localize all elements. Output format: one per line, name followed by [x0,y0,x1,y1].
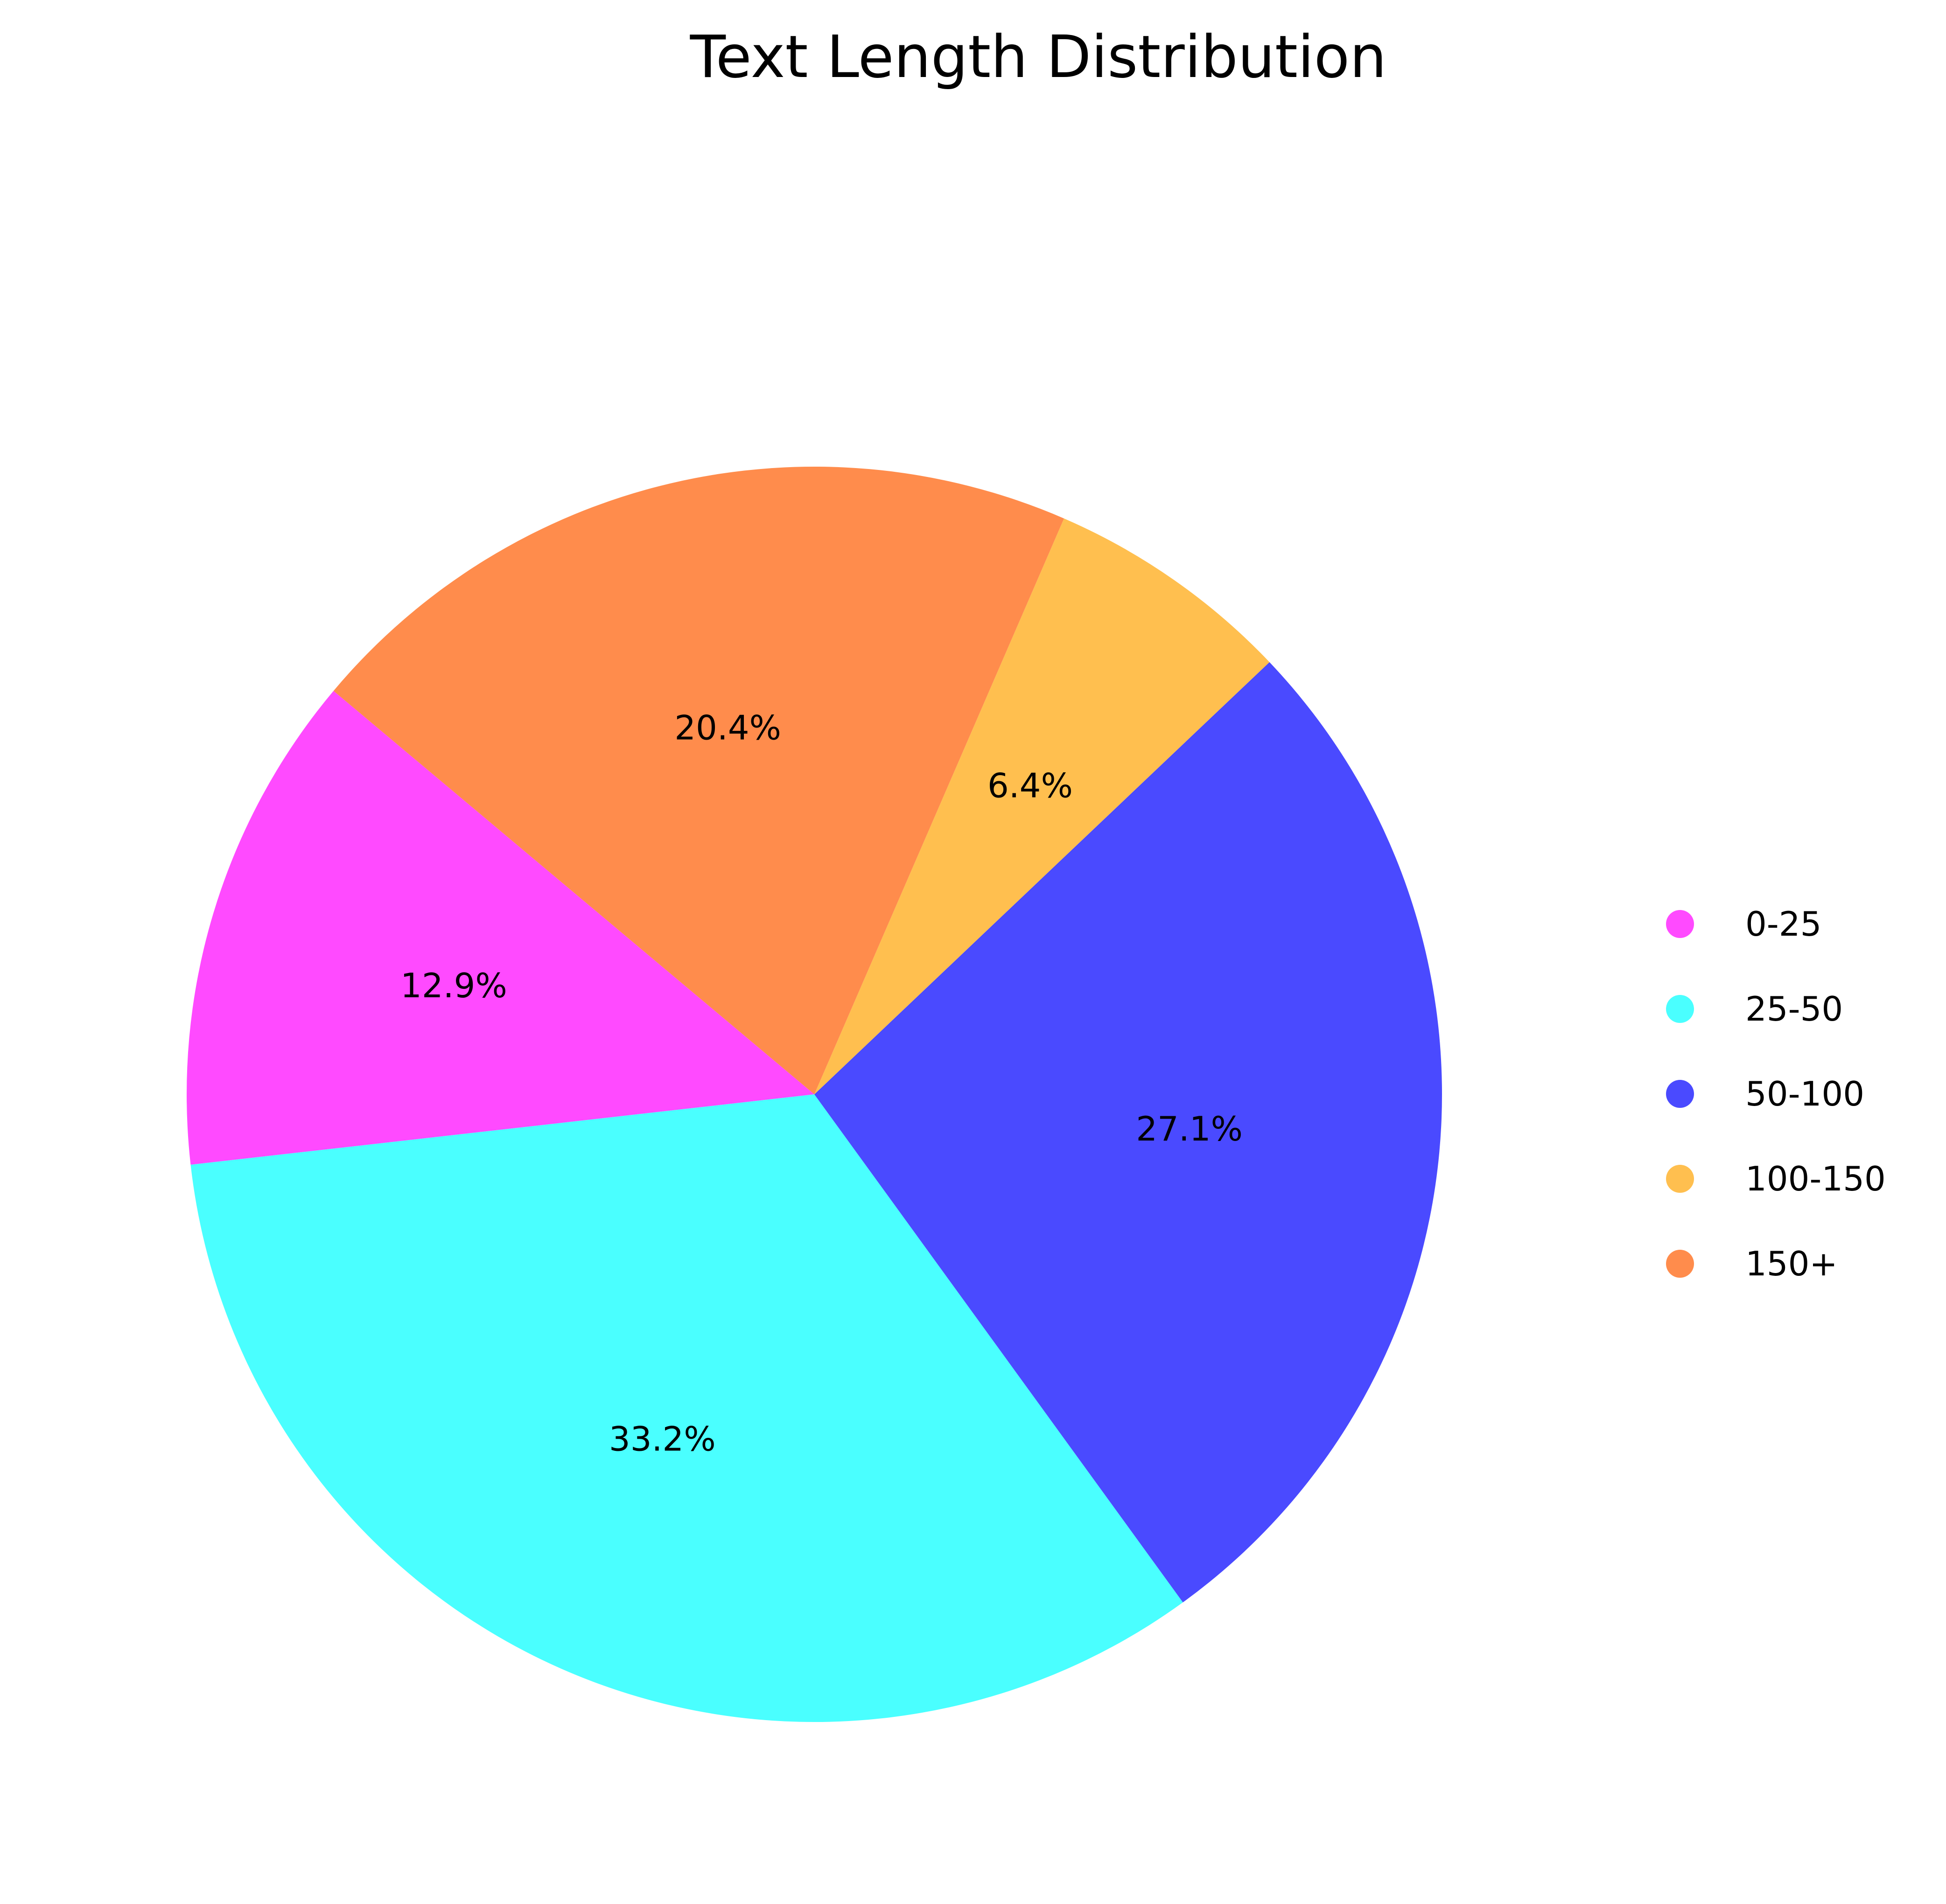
legend: 0-25 25-50 50-100 100-150 150+ [1666,904,1886,1283]
slice-label-100-150: 6.4% [987,766,1073,805]
legend-marker-50-100 [1666,1080,1694,1108]
legend-label-50-100: 50-100 [1745,1074,1864,1113]
slice-label-0-25: 12.9% [400,966,507,1005]
chart-title: Text Length Distribution [690,23,1387,91]
pie-slice-50-100 [814,662,1442,1603]
legend-marker-150+ [1666,1250,1694,1278]
legend-label-0-25: 0-25 [1745,904,1821,944]
pie-slice-0-25 [187,691,815,1165]
pie-slice-100-150 [814,518,1270,1094]
slice-label-150+: 20.4% [674,708,781,748]
pie-slice-150+ [333,466,1064,1095]
pie-slice-25-50 [190,1094,1183,1722]
slice-label-25-50: 33.2% [609,1419,716,1458]
legend-label-100-150: 100-150 [1745,1159,1886,1198]
legend-marker-100-150 [1666,1165,1694,1193]
legend-marker-0-25 [1666,910,1694,938]
legend-label-25-50: 25-50 [1745,989,1843,1029]
slice-label-50-100: 27.1% [1136,1109,1243,1148]
legend-label-150+: 150+ [1745,1244,1838,1283]
pie-slices [187,466,1442,1722]
pie-slice-labels: 12.9% 33.2% 27.1% 6.4% 20.4% [400,708,1243,1459]
legend-marker-25-50 [1666,995,1694,1023]
